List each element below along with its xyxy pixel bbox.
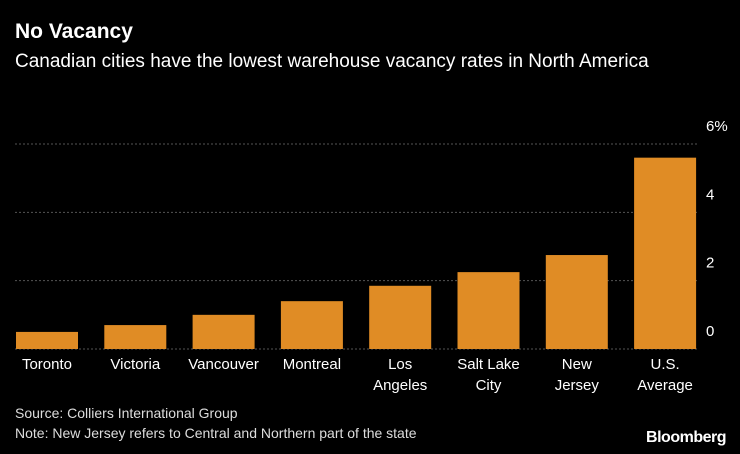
bar [104, 325, 167, 349]
bar [634, 157, 697, 349]
bar [369, 285, 432, 349]
bar [192, 314, 255, 349]
brand-logo: Bloomberg [646, 429, 726, 446]
chart-subtitle: Canadian cities have the lowest warehous… [15, 51, 649, 72]
x-tick-label: Montreal [282, 356, 342, 373]
x-tick-label: Toronto [21, 356, 73, 373]
y-tick-label: 6% [706, 118, 728, 135]
bar [280, 301, 343, 349]
bar [545, 255, 608, 349]
bar [16, 331, 78, 349]
y-tick-label: 4 [706, 186, 714, 203]
footnote: Note: New Jersey refers to Central and N… [15, 425, 417, 441]
y-tick-label: 2 [706, 255, 714, 272]
y-tick-label: 0 [706, 323, 714, 340]
x-tick-label: Salt Lake City [457, 356, 520, 394]
chart-title: No Vacancy [15, 20, 133, 43]
x-tick-label: Victoria [110, 356, 161, 373]
x-tick-label: Vancouver [188, 356, 259, 373]
source-note: Source: Colliers International Group [15, 405, 238, 421]
x-tick-label: U.S. Average [637, 356, 693, 394]
x-tick-label: Los Angeles [373, 356, 428, 394]
bar [457, 272, 520, 349]
x-tick-label: New Jersey [554, 356, 599, 394]
